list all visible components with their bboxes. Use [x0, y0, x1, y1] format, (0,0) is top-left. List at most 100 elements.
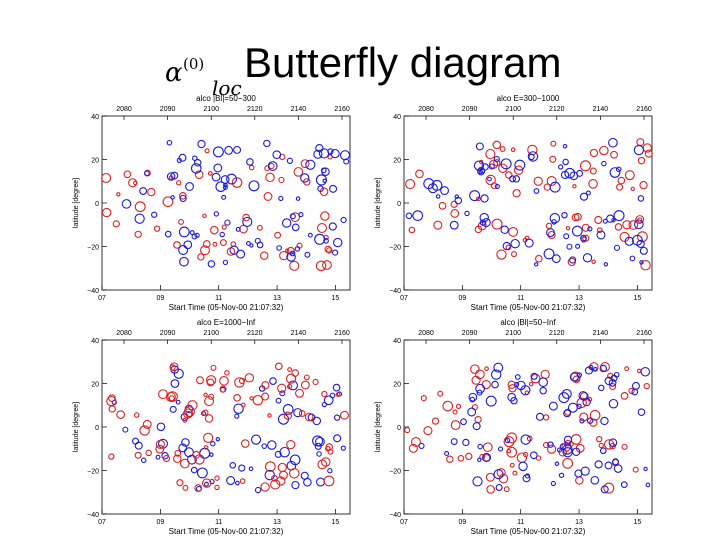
data-point-red [482, 442, 493, 453]
data-point-blue [491, 380, 499, 389]
data-point-red [283, 411, 293, 420]
data-point-blue [155, 454, 161, 460]
data-point-red [259, 251, 269, 260]
data-point-red [303, 374, 310, 381]
data-point-blue [582, 253, 593, 263]
data-point-blue [609, 167, 621, 178]
data-point-red [564, 439, 572, 447]
y-tick-label: 40 [91, 114, 99, 121]
top-tick-label: 2090 [462, 106, 478, 113]
data-point-blue [509, 175, 517, 183]
data-point-blue [469, 190, 481, 202]
data-point-blue [207, 260, 216, 268]
data-point-red [572, 184, 577, 189]
data-point-red [182, 484, 189, 491]
data-point-blue [615, 166, 622, 173]
data-point-red [274, 362, 283, 371]
y-tick-label: 20 [91, 382, 99, 389]
data-point-red [210, 364, 217, 371]
data-point-red [496, 468, 506, 478]
data-point-red [457, 454, 465, 462]
data-point-red [206, 378, 215, 387]
x-axis-label: Start Time (05-Nov-00 21:07:32) [169, 303, 284, 312]
data-point-blue [327, 468, 333, 474]
top-tick-label: 2140 [291, 330, 307, 337]
data-point-blue [314, 233, 326, 245]
data-point-blue [477, 457, 482, 463]
x-tick-label: 07 [98, 519, 106, 526]
data-point-blue [594, 460, 603, 469]
data-point-blue [558, 472, 565, 478]
data-point-blue [140, 457, 147, 464]
data-point-blue [289, 213, 296, 220]
data-point-red [285, 373, 297, 384]
data-point-blue [554, 461, 560, 467]
data-point-red [598, 442, 604, 449]
data-point-blue [548, 401, 558, 411]
data-point-blue [288, 380, 299, 391]
data-point-red [267, 413, 272, 418]
data-point-blue [639, 260, 644, 265]
data-point-blue [510, 238, 520, 249]
data-point-red [504, 171, 513, 179]
data-point-blue [226, 475, 236, 486]
data-point-red [174, 449, 182, 457]
chart-panel-bottom-left: alco E=1000−Inf 2080 2090 2100 2120 2140 2160 4… [73, 318, 351, 536]
data-point-blue [226, 173, 237, 185]
data-point-blue [151, 211, 158, 218]
data-point-blue [316, 451, 322, 457]
y-tick-label: 20 [393, 382, 401, 389]
data-point-blue [224, 219, 231, 226]
data-point-blue [269, 377, 277, 385]
data-point-blue [235, 480, 240, 486]
data-point-blue [569, 256, 577, 264]
data-point-red [219, 385, 227, 393]
data-point-blue [315, 144, 324, 153]
data-point-blue [175, 399, 181, 405]
data-point-blue [339, 150, 351, 161]
data-point-blue [418, 442, 425, 450]
data-point-red [317, 459, 328, 470]
data-point-red [202, 213, 207, 219]
data-point-red [203, 432, 214, 443]
chart-title: alco E=300−1000 [497, 94, 560, 103]
data-point-red [128, 178, 138, 188]
data-point-red [507, 380, 516, 389]
data-point-red [315, 260, 327, 272]
data-point-blue [533, 188, 540, 194]
data-point-red [405, 179, 416, 190]
data-point-red [264, 461, 276, 472]
x-tick-label: 13 [273, 519, 281, 526]
data-point-red [628, 220, 639, 230]
data-point-blue [564, 167, 576, 179]
data-point-blue [229, 461, 237, 469]
data-point-blue [201, 410, 207, 417]
plot-frame [101, 339, 351, 515]
data-point-red [565, 226, 571, 231]
data-point-blue [608, 137, 618, 148]
data-point-red [508, 226, 519, 237]
plot-frame [403, 339, 653, 515]
data-point-red [616, 183, 624, 191]
data-point-red [485, 174, 496, 186]
data-point-blue [189, 230, 195, 236]
data-point-red [210, 225, 219, 235]
data-point-red [636, 138, 645, 147]
data-point-blue [510, 396, 518, 405]
data-point-red [304, 412, 314, 422]
data-point-red [239, 478, 246, 485]
data-point-red [123, 170, 132, 179]
data-point-blue [250, 434, 262, 445]
data-point-red [600, 362, 610, 372]
data-point-red [481, 379, 491, 390]
page-title: Butterfly diagram [244, 39, 562, 86]
data-point-blue [493, 155, 500, 163]
data-point-blue [427, 183, 438, 194]
data-point-blue [500, 225, 509, 235]
data-point-blue [460, 418, 467, 426]
data-point-red [589, 167, 597, 175]
data-point-blue [183, 447, 194, 458]
data-point-blue [274, 450, 282, 458]
data-point-red [202, 478, 212, 488]
data-point-red [588, 179, 598, 189]
